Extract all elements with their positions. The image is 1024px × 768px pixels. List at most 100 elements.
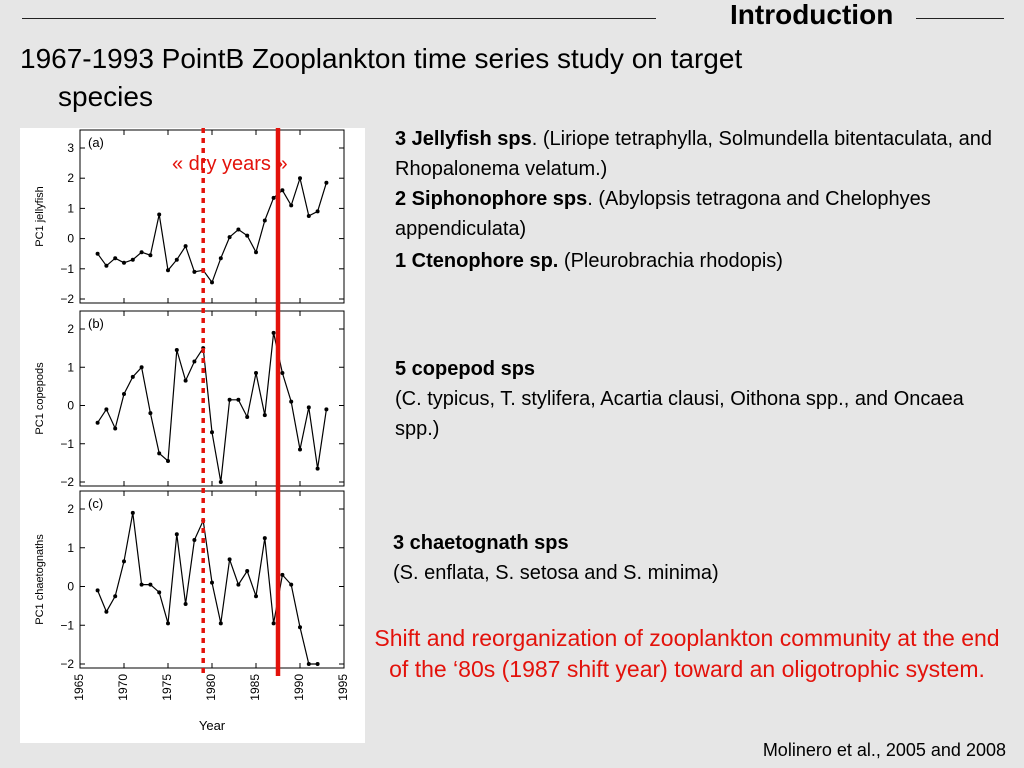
citation: Molinero et al., 2005 and 2008	[762, 740, 1006, 760]
data-point	[254, 594, 258, 599]
panel-frame	[79, 310, 345, 487]
data-point	[271, 195, 276, 200]
x-axis-label: Year	[199, 718, 226, 733]
data-point	[306, 662, 311, 666]
series-line	[97, 175, 327, 284]
group-ctenophore: 1 Ctenophore sp. (Pleurobrachia rhodopis…	[395, 246, 1005, 276]
data-point	[280, 370, 285, 375]
data-point	[262, 218, 267, 223]
dry-years-annotation: « dry years »	[172, 153, 288, 175]
data-point	[280, 188, 285, 193]
data-point	[315, 209, 320, 214]
data-point	[227, 397, 232, 402]
y-tick-label: 2	[67, 171, 74, 185]
ctenophore-species: (Pleurobrachia rhodopis)	[558, 250, 783, 272]
data-point	[139, 250, 144, 255]
data-point	[227, 557, 232, 562]
y-tick-label: −1	[60, 262, 74, 276]
slide-title-line1: 1967-1993 PointB Zooplankton time series…	[20, 43, 743, 74]
data-point	[324, 180, 329, 185]
data-point	[218, 621, 223, 626]
y-tick-label: 0	[67, 232, 74, 246]
data-point	[148, 582, 153, 587]
y-axis-label: PC1 chaetognaths	[34, 534, 46, 625]
y-tick-label: 1	[67, 201, 74, 215]
data-point	[315, 662, 320, 666]
data-point	[210, 580, 214, 585]
y-tick-label: −1	[60, 437, 74, 451]
data-point	[289, 399, 294, 404]
series-line	[97, 332, 327, 483]
data-point	[130, 374, 135, 379]
data-point	[306, 405, 311, 410]
panel-label: (a)	[88, 135, 104, 150]
data-point	[298, 625, 302, 630]
copepod-heading: 5 copepod sps	[395, 358, 536, 380]
jellyfish-species: . (Liriope tetraphylla, Solmundella bite…	[395, 128, 993, 180]
data-point	[166, 268, 170, 273]
data-point	[122, 260, 126, 265]
siphonophore-heading: 2 Siphonophore sps	[395, 188, 588, 210]
y-tick-label: 1	[67, 360, 74, 374]
data-point	[148, 411, 153, 416]
data-point	[289, 203, 294, 208]
data-point	[271, 330, 276, 335]
y-tick-label: −1	[60, 618, 74, 632]
data-point	[227, 235, 232, 240]
x-tick-label: 1965	[72, 674, 86, 701]
data-point	[210, 280, 214, 285]
data-point	[306, 213, 311, 218]
group-chaetognath: 3 chaetognath sps (S. enflata, S. setosa…	[393, 528, 1003, 588]
conclusion-text: Shift and reorganization of zooplankton …	[374, 625, 1000, 682]
data-point	[104, 609, 109, 614]
data-point	[254, 370, 258, 375]
data-point	[324, 407, 329, 412]
data-point	[157, 212, 162, 217]
data-point	[236, 582, 241, 587]
data-point	[104, 407, 109, 412]
x-tick-label: 1995	[336, 674, 350, 701]
data-point	[174, 532, 179, 537]
y-tick-label: 2	[67, 322, 74, 336]
x-tick-label: 1970	[116, 674, 130, 701]
data-point	[157, 451, 162, 456]
data-point	[218, 256, 223, 261]
data-point	[104, 263, 109, 268]
data-point	[113, 426, 118, 431]
panel-label: (b)	[88, 316, 104, 331]
data-point	[122, 559, 126, 564]
y-tick-label: 3	[67, 141, 74, 155]
group-copepod: 5 copepod sps (C. typicus, T. stylifera,…	[395, 354, 1005, 444]
data-point	[245, 233, 250, 238]
group-siphonophore: 2 Siphonophore sps. (Abylopsis tetragona…	[395, 184, 1005, 244]
x-tick-label: 1975	[160, 674, 174, 701]
slide-title: 1967-1993 PointB Zooplankton time series…	[20, 40, 1000, 116]
siphonophore-species: . (Abylopsis tetragona and Chelophyes ap…	[395, 188, 931, 240]
data-point	[192, 538, 197, 542]
data-point	[245, 414, 250, 419]
data-point	[298, 176, 302, 181]
data-point	[271, 621, 276, 626]
data-point	[262, 413, 267, 418]
y-tick-label: −2	[60, 292, 74, 306]
data-point	[183, 244, 188, 249]
y-tick-label: 2	[67, 502, 74, 516]
x-tick-label: 1990	[292, 674, 306, 701]
data-point	[262, 536, 267, 541]
data-point	[139, 365, 144, 370]
panel-label: (c)	[88, 496, 103, 511]
x-tick-label: 1980	[204, 674, 218, 701]
data-point	[113, 594, 118, 599]
y-axis-label: PC1 copepods	[34, 362, 46, 435]
copepod-species: (C. typicus, T. stylifera, Acartia claus…	[395, 388, 964, 440]
y-tick-label: −2	[60, 475, 74, 489]
data-point	[166, 458, 170, 463]
data-point	[157, 590, 162, 595]
section-title: Introduction	[730, 0, 894, 30]
header-rule-left	[22, 18, 656, 19]
data-point	[192, 269, 197, 274]
data-point	[236, 397, 241, 402]
y-tick-label: 1	[67, 541, 74, 555]
y-tick-label: −2	[60, 657, 74, 671]
data-point	[183, 601, 188, 606]
